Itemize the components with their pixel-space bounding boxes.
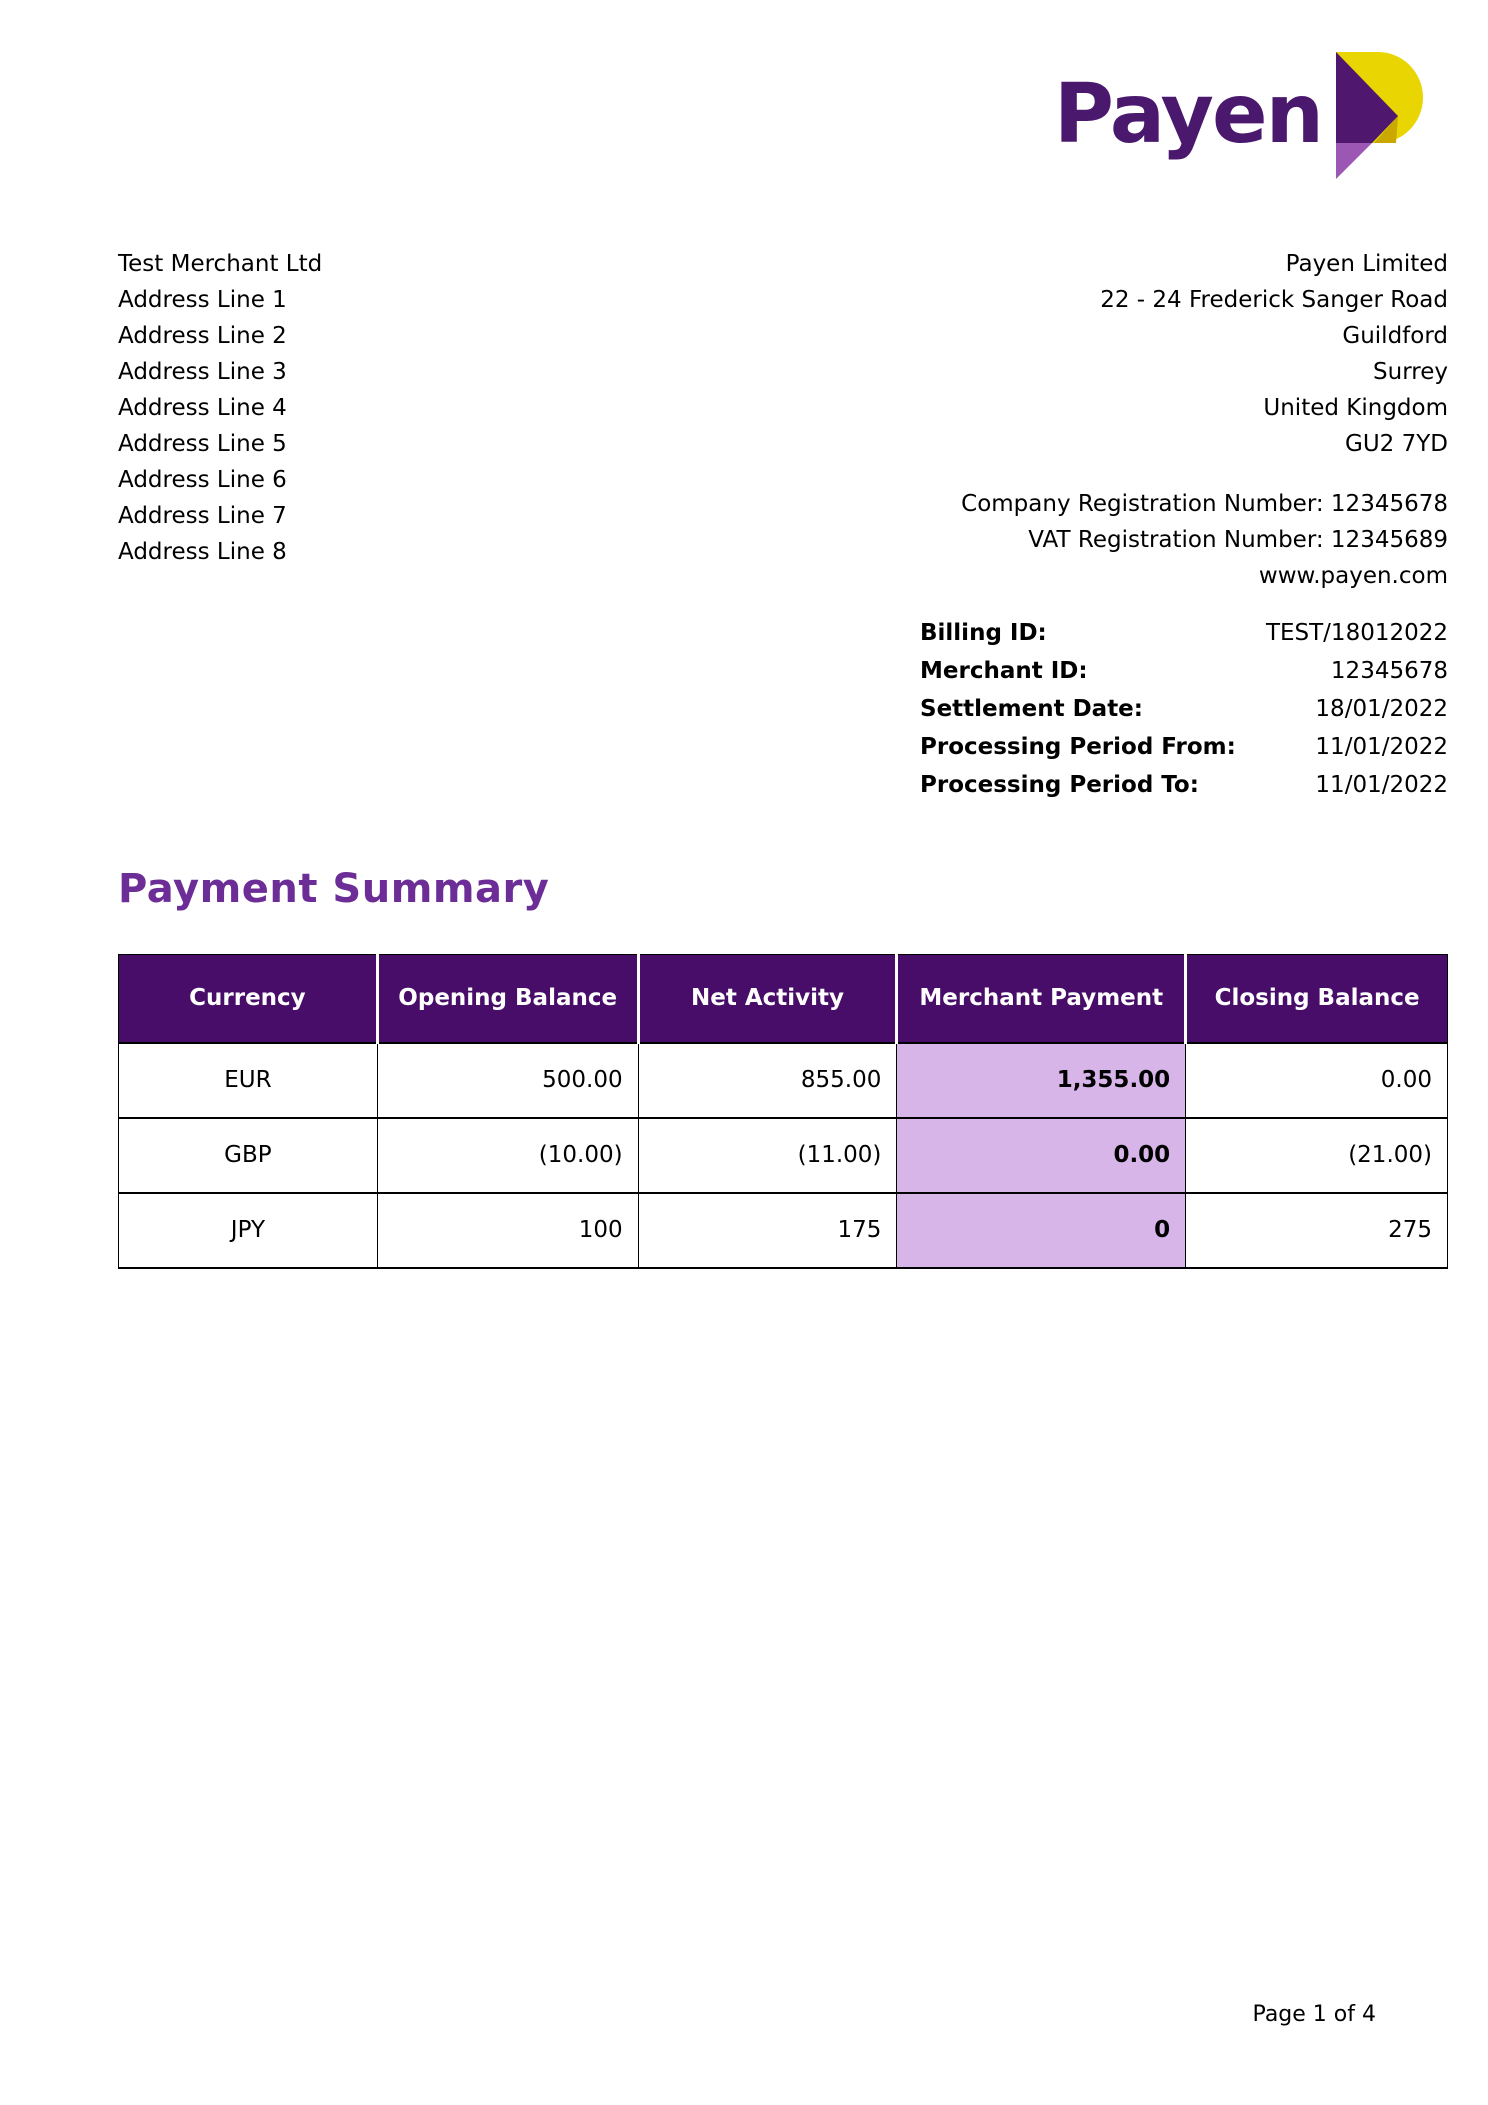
company-address-line: Surrey [1373,359,1448,385]
vat-registration-number: VAT Registration Number: 12345689 [1028,527,1448,553]
company-address-line: United Kingdom [1263,395,1448,421]
payment-summary-table: Currency Opening Balance Net Activity Me… [118,954,1448,1269]
currency-cell: JPY [118,1191,378,1269]
table-row: GBP (10.00) (11.00) 0.00 (21.00) [118,1116,1448,1194]
billing-row: Billing ID: TEST/18012022 [920,614,1448,652]
company-registration-block: Company Registration Number: 12345678 VA… [961,486,1448,594]
company-name: Payen Limited [1285,251,1448,277]
merchant-address-line: Address Line 7 [118,503,287,529]
billing-id-label: Billing ID: [920,620,1047,646]
processing-period-from-value: 11/01/2022 [1315,734,1448,760]
header-merchant-payment: Merchant Payment [895,954,1186,1044]
merchant-address-line: Address Line 2 [118,323,287,349]
closing-balance-cell: (21.00) [1185,1116,1448,1194]
header-currency: Currency [118,954,378,1044]
net-activity-cell: (11.00) [637,1116,898,1194]
billing-row: Merchant ID: 12345678 [920,652,1448,690]
merchant-address-line: Address Line 3 [118,359,287,385]
company-registration-number: Company Registration Number: 12345678 [961,491,1448,517]
billing-row: Processing Period To: 11/01/2022 [920,766,1448,804]
company-website: www.payen.com [1258,563,1448,589]
page-number: Page 1 of 4 [1252,2002,1376,2027]
payen-logo-mark-icon [1336,52,1423,179]
opening-balance-cell: (10.00) [376,1116,639,1194]
merchant-id-value: 12345678 [1330,658,1448,684]
currency-cell: GBP [118,1116,378,1194]
settlement-date-value: 18/01/2022 [1315,696,1448,722]
table-header-row: Currency Opening Balance Net Activity Me… [118,954,1448,1044]
merchant-address-line: Address Line 6 [118,467,287,493]
table-row: JPY 100 175 0 275 [118,1191,1448,1269]
payment-summary-title: Payment Summary [118,866,550,912]
merchant-name: Test Merchant Ltd [118,251,323,277]
merchant-address-line: Address Line 4 [118,395,287,421]
header-closing-balance: Closing Balance [1184,954,1448,1044]
billing-id-value: TEST/18012022 [1265,620,1448,646]
payen-logo: Payen [1054,52,1436,182]
opening-balance-cell: 100 [376,1191,639,1269]
closing-balance-cell: 0.00 [1185,1041,1448,1119]
billing-row: Settlement Date: 18/01/2022 [920,690,1448,728]
processing-period-to-label: Processing Period To: [920,772,1199,798]
processing-period-from-label: Processing Period From: [920,734,1236,760]
merchant-id-label: Merchant ID: [920,658,1088,684]
opening-balance-cell: 500.00 [376,1041,639,1119]
table-row: EUR 500.00 855.00 1,355.00 0.00 [118,1041,1448,1119]
header-opening-balance: Opening Balance [375,954,639,1044]
merchant-address-line: Address Line 8 [118,539,287,565]
billing-row: Processing Period From: 11/01/2022 [920,728,1448,766]
company-address-line: Guildford [1342,323,1448,349]
company-address-line: GU2 7YD [1345,431,1448,457]
merchant-address: Test Merchant Ltd Address Line 1 Address… [118,246,322,570]
closing-balance-cell: 275 [1185,1191,1448,1269]
processing-period-to-value: 11/01/2022 [1315,772,1448,798]
merchant-payment-cell: 0.00 [896,1116,1187,1194]
merchant-payment-cell: 0 [896,1191,1187,1269]
merchant-payment-cell: 1,355.00 [896,1041,1187,1119]
billing-info: Billing ID: TEST/18012022 Merchant ID: 1… [920,614,1448,804]
settlement-date-label: Settlement Date: [920,696,1143,722]
currency-cell: EUR [118,1041,378,1119]
net-activity-cell: 175 [637,1191,898,1269]
merchant-address-line: Address Line 5 [118,431,287,457]
company-address: Payen Limited 22 - 24 Frederick Sanger R… [961,246,1448,594]
payen-wordmark: Payen [1053,67,1324,162]
net-activity-cell: 855.00 [637,1041,898,1119]
merchant-address-line: Address Line 1 [118,287,287,313]
company-address-line: 22 - 24 Frederick Sanger Road [1100,287,1448,313]
header-net-activity: Net Activity [636,954,897,1044]
